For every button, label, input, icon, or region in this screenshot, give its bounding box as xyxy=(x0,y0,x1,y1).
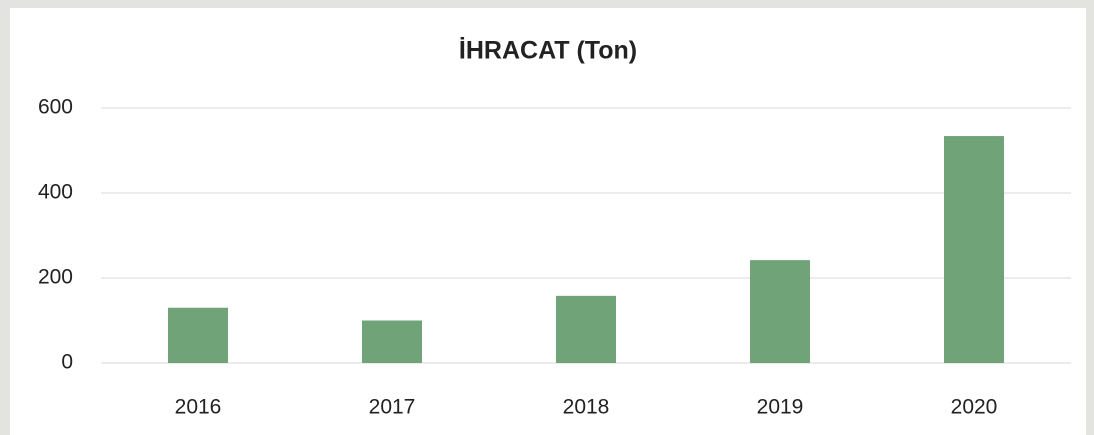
x-tick-label: 2019 xyxy=(757,396,804,419)
x-tick-label: 2017 xyxy=(369,396,416,419)
bar xyxy=(556,295,616,363)
x-tick-label: 2016 xyxy=(175,396,222,419)
y-tick-label: 400 xyxy=(38,181,73,204)
x-tick-label: 2018 xyxy=(563,396,610,419)
y-tick-label: 600 xyxy=(38,96,73,119)
chart-title: İHRACAT (Ton) xyxy=(459,37,637,65)
y-tick-label: 0 xyxy=(61,351,73,374)
bar xyxy=(944,136,1004,363)
y-tick-label: 200 xyxy=(38,266,73,289)
x-tick-label: 2020 xyxy=(951,396,998,419)
chart-area xyxy=(10,8,1086,435)
bar xyxy=(750,260,810,363)
bar xyxy=(362,320,422,363)
bar xyxy=(168,307,228,363)
